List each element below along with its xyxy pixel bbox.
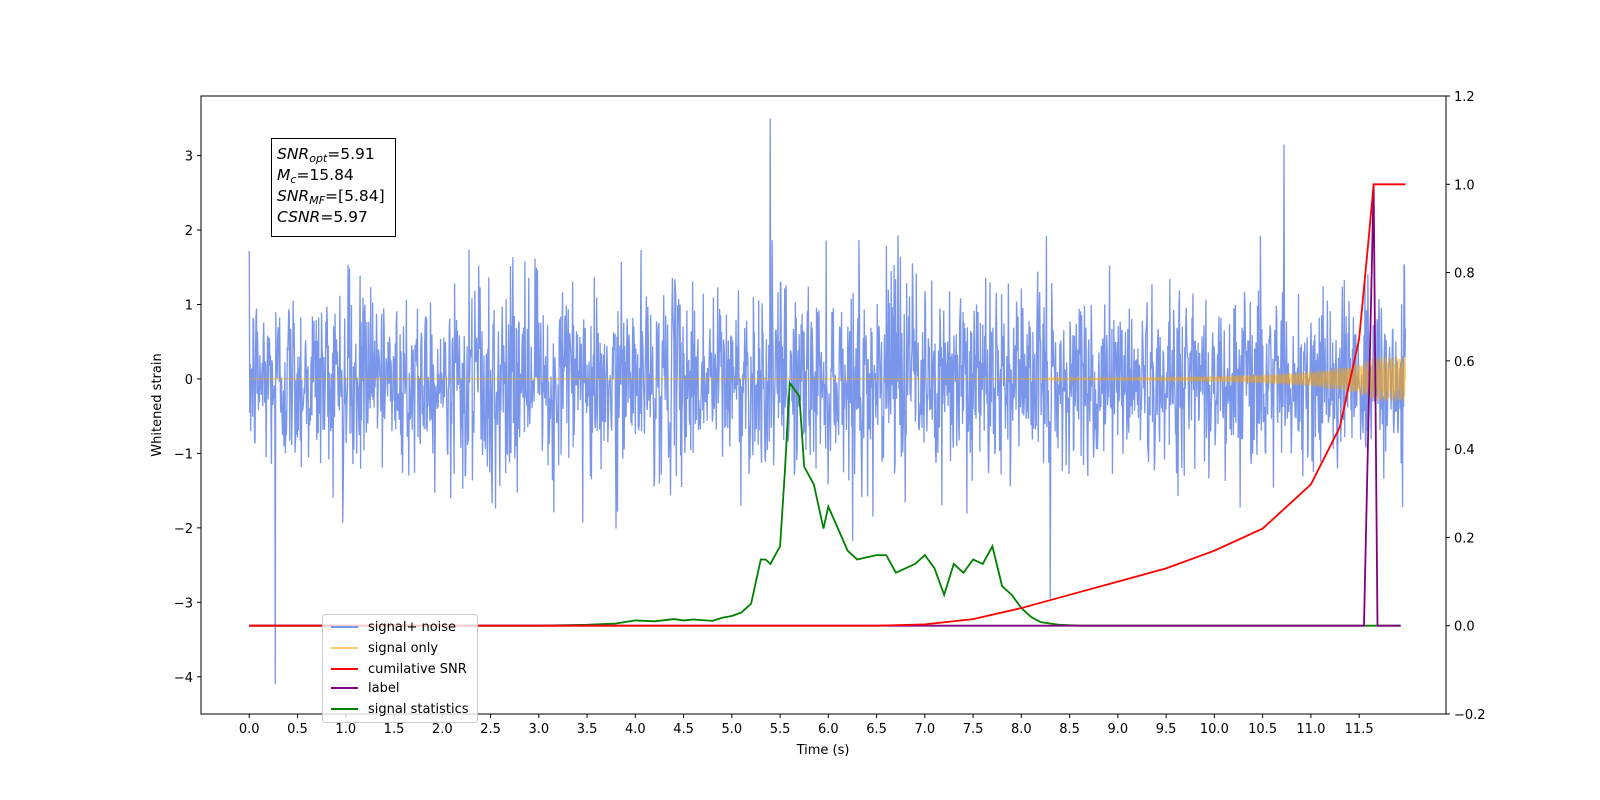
- mc-line: Mc=15.84: [277, 166, 354, 186]
- csnr-line: CSNR=5.97: [277, 208, 368, 226]
- y-left-tick-label: 3: [185, 150, 193, 165]
- y-left-tick-label: 2: [185, 224, 193, 239]
- legend-item-signal-statistics: signal statistics: [331, 700, 469, 718]
- legend-swatch: [331, 668, 358, 670]
- y-right-tick-label: 1.0: [1454, 178, 1475, 193]
- x-tick-label: 4.0: [625, 722, 646, 737]
- y-right-tick-label: 0.8: [1454, 267, 1475, 282]
- legend-item-signal-noise: signal+ noise: [331, 618, 456, 636]
- series-signal-noise: [248, 118, 1407, 685]
- legend-item-cumulative-snr: cumilative SNR: [331, 660, 467, 678]
- legend-item-signal-only: signal only: [331, 639, 438, 657]
- y-right-tick-label: 1.2: [1454, 90, 1475, 105]
- legend-swatch: [331, 626, 358, 628]
- x-tick-label: 1.0: [335, 722, 356, 737]
- x-tick-label: 10.0: [1200, 722, 1229, 737]
- x-tick-label: 9.0: [1108, 722, 1129, 737]
- x-tick-label: 1.5: [384, 722, 405, 737]
- y-axis-label: Whitened strain: [150, 353, 165, 456]
- snr-mf-line: SNRMF=[5.84]: [277, 187, 385, 207]
- y-right-tick-label: 0.2: [1454, 531, 1475, 546]
- legend-swatch: [331, 708, 358, 710]
- x-tick-label: 10.5: [1248, 722, 1277, 737]
- plot-area: [248, 118, 1407, 685]
- stats-annotation-box: SNRopt=5.91 Mc=15.84 SNRMF=[5.84] CSNR=5…: [271, 138, 396, 237]
- x-tick-label: 4.5: [673, 722, 694, 737]
- y-left-tick-label: 1: [185, 298, 193, 313]
- series-signal-only: [249, 356, 1407, 402]
- x-tick-label: 9.5: [1156, 722, 1177, 737]
- axes-frame: [200, 95, 1447, 715]
- y-right-tick-label: 0.4: [1454, 443, 1475, 458]
- legend-swatch: [331, 687, 358, 689]
- x-tick-label: 5.5: [770, 722, 791, 737]
- x-tick-label: 2.5: [480, 722, 501, 737]
- y-axis-right: 1.2 1.0 0.8 0.6 0.4 0.2 0.0 −0.2: [1446, 90, 1486, 723]
- x-tick-label: 8.0: [1011, 722, 1032, 737]
- x-tick-label: 3.0: [528, 722, 549, 737]
- y-left-tick-label: −1: [174, 447, 193, 462]
- x-axis-label: Time (s): [796, 743, 850, 758]
- x-tick-label: 7.5: [963, 722, 984, 737]
- y-left-tick-label: −2: [174, 522, 193, 537]
- x-tick-label: 3.5: [577, 722, 598, 737]
- y-left-tick-label: −3: [174, 596, 193, 611]
- x-tick-label: 2.0: [432, 722, 453, 737]
- x-axis: 0.0 0.5 1.0 1.5 2.0 2.5 3.0 3.5 4.0 4.5 5.0 5.5 6.0 6…: [239, 714, 1374, 737]
- y-axis-left: 3 2 1 0 −1 −2 −3 −4: [174, 150, 201, 686]
- snr-opt-line: SNRopt=5.91: [277, 145, 375, 165]
- y-right-tick-label: 0.6: [1454, 355, 1475, 370]
- x-tick-label: 7.0: [914, 722, 935, 737]
- x-tick-label: 0.0: [239, 722, 260, 737]
- x-tick-label: 0.5: [287, 722, 308, 737]
- x-tick-label: 5.0: [721, 722, 742, 737]
- y-right-tick-label: −0.2: [1454, 708, 1486, 723]
- legend-swatch: [331, 647, 358, 649]
- legend: signal+ noise signal only cumilative SNR…: [322, 614, 478, 723]
- legend-item-label: label: [331, 679, 399, 697]
- x-tick-label: 11.0: [1296, 722, 1325, 737]
- y-right-tick-label: 0.0: [1454, 620, 1475, 635]
- series-signal-statistics: [249, 380, 1401, 627]
- series-cumulative-snr: [249, 183, 1406, 627]
- x-tick-label: 6.5: [866, 722, 887, 737]
- y-left-tick-label: −4: [174, 671, 193, 686]
- x-tick-label: 6.0: [818, 722, 839, 737]
- x-tick-label: 11.5: [1345, 722, 1374, 737]
- y-left-tick-label: 0: [185, 373, 193, 388]
- x-tick-label: 8.5: [1059, 722, 1080, 737]
